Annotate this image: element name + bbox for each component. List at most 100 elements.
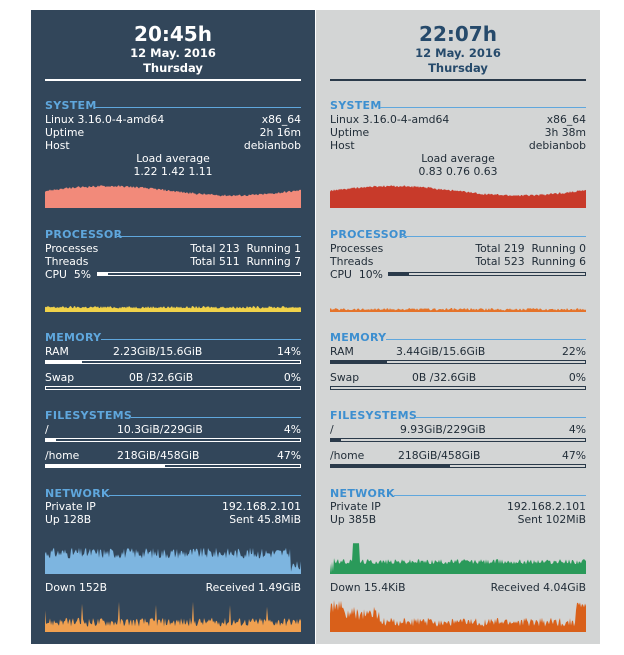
sent-total: Sent 102MiB: [517, 513, 586, 526]
ram-label: RAM: [330, 345, 354, 358]
ram-value: 2.23GiB/15.6GiB: [113, 345, 203, 358]
graph-area: [330, 308, 586, 312]
received-total: Received 4.04GiB: [490, 581, 586, 594]
section-title-filesystems: FILESYSTEMS: [330, 409, 418, 422]
threads-label: Threads: [330, 255, 374, 268]
clock-time: 22:07h: [419, 22, 497, 46]
section-divider: [386, 339, 586, 340]
processes-label: Processes: [45, 242, 99, 255]
cpu-label: CPU 5%: [45, 268, 91, 281]
graph-area: [330, 185, 586, 208]
section-divider: [394, 495, 586, 496]
graph-area: [45, 547, 301, 574]
clock-time: 20:45h: [134, 22, 212, 46]
section-divider: [380, 107, 586, 108]
clock-date: 12 May. 2016: [130, 46, 216, 60]
host-value: debianbob: [528, 139, 586, 152]
fs-home-percent: 47%: [277, 449, 301, 462]
fs-root-value: 10.3GiB/229GiB: [117, 423, 203, 436]
cpu-label: CPU 10%: [330, 268, 383, 281]
upload-graph: [45, 547, 301, 574]
swap-usage-bar: [330, 386, 586, 390]
graph-area: [330, 543, 586, 574]
section-title-memory: MEMORY: [45, 331, 102, 344]
swap-percent: 0%: [568, 371, 586, 384]
fs-home-bar: [45, 464, 301, 468]
swap-value: 0B /32.6GiB: [129, 371, 194, 384]
swap-value: 0B /32.6GiB: [412, 371, 477, 384]
header-divider: [45, 79, 301, 81]
fs-root-bar: [45, 438, 301, 442]
section-title-filesystems: FILESYSTEMS: [45, 409, 133, 422]
threads-counts: Total 511 Running 7: [190, 255, 301, 268]
load-average-label: Load average: [136, 152, 210, 165]
fs-home-percent: 47%: [562, 449, 586, 462]
ram-percent: 22%: [562, 345, 586, 358]
fs-home-bar: [330, 464, 586, 468]
swap-percent: 0%: [283, 371, 301, 384]
ram-label: RAM: [45, 345, 69, 358]
graph-area: [45, 185, 301, 208]
section-title-network: NETWORK: [45, 487, 110, 500]
section-divider: [95, 107, 301, 108]
processes-label: Processes: [330, 242, 384, 255]
load-average-values: 0.83 0.76 0.63: [418, 165, 498, 178]
swap-label: Swap: [45, 371, 75, 384]
section-title-network: NETWORK: [330, 487, 395, 500]
load-average-label: Load average: [421, 152, 495, 165]
section-divider: [109, 495, 301, 496]
processes-counts: Total 213 Running 1: [190, 242, 301, 255]
uptime-label: Uptime: [330, 126, 370, 139]
swap-usage-bar: [45, 386, 301, 390]
conky-panel-left: 20:45h 12 May. 2016 Thursday SYSTEM Linu…: [31, 10, 315, 644]
download-speed: Down 152B: [45, 581, 108, 594]
uptime-value: 3h 38m: [544, 126, 586, 139]
section-divider: [131, 417, 301, 418]
uptime-value: 2h 16m: [259, 126, 301, 139]
cpu-usage-bar: [97, 272, 301, 276]
ram-usage-bar: [330, 360, 586, 364]
cpu-graph: [45, 306, 301, 312]
threads-label: Threads: [45, 255, 89, 268]
private-ip-label: Private IP: [45, 500, 96, 513]
graph-area: [45, 601, 301, 632]
os-arch: x86_64: [261, 113, 301, 126]
fs-root-percent: 4%: [568, 423, 586, 436]
section-divider: [402, 236, 586, 237]
ram-percent: 14%: [277, 345, 301, 358]
ram-value: 3.44GiB/15.6GiB: [396, 345, 486, 358]
private-ip-label: Private IP: [330, 500, 381, 513]
section-title-processor: PROCESSOR: [330, 228, 408, 241]
upload-graph: [330, 543, 586, 574]
ram-usage-bar: [45, 360, 301, 364]
load-graph: [330, 185, 586, 208]
section-title-processor: PROCESSOR: [45, 228, 123, 241]
upload-speed: Up 128B: [45, 513, 92, 526]
fs-home-label: /home: [330, 449, 365, 462]
fs-home-value: 218GiB/458GiB: [398, 449, 481, 462]
upload-speed: Up 385B: [330, 513, 377, 526]
section-title-system: SYSTEM: [45, 99, 97, 112]
section-divider: [101, 339, 301, 340]
clock-day: Thursday: [428, 61, 488, 75]
fs-root-label: /: [45, 423, 49, 436]
cpu-graph: [330, 308, 586, 312]
host-label: Host: [45, 139, 70, 152]
fs-root-label: /: [330, 423, 334, 436]
fs-root-bar: [330, 438, 586, 442]
threads-counts: Total 523 Running 6: [475, 255, 586, 268]
graph-area: [45, 306, 301, 312]
private-ip-value: 192.168.2.101: [222, 500, 301, 513]
private-ip-value: 192.168.2.101: [507, 500, 586, 513]
download-speed: Down 15.4KiB: [330, 581, 406, 594]
host-label: Host: [330, 139, 355, 152]
uptime-label: Uptime: [45, 126, 85, 139]
os-arch: x86_64: [546, 113, 586, 126]
fs-root-percent: 4%: [283, 423, 301, 436]
download-graph: [45, 601, 301, 632]
download-graph: [330, 600, 586, 632]
received-total: Received 1.49GiB: [205, 581, 301, 594]
header-divider: [330, 79, 586, 81]
fs-home-label: /home: [45, 449, 80, 462]
sent-total: Sent 45.8MiB: [229, 513, 301, 526]
